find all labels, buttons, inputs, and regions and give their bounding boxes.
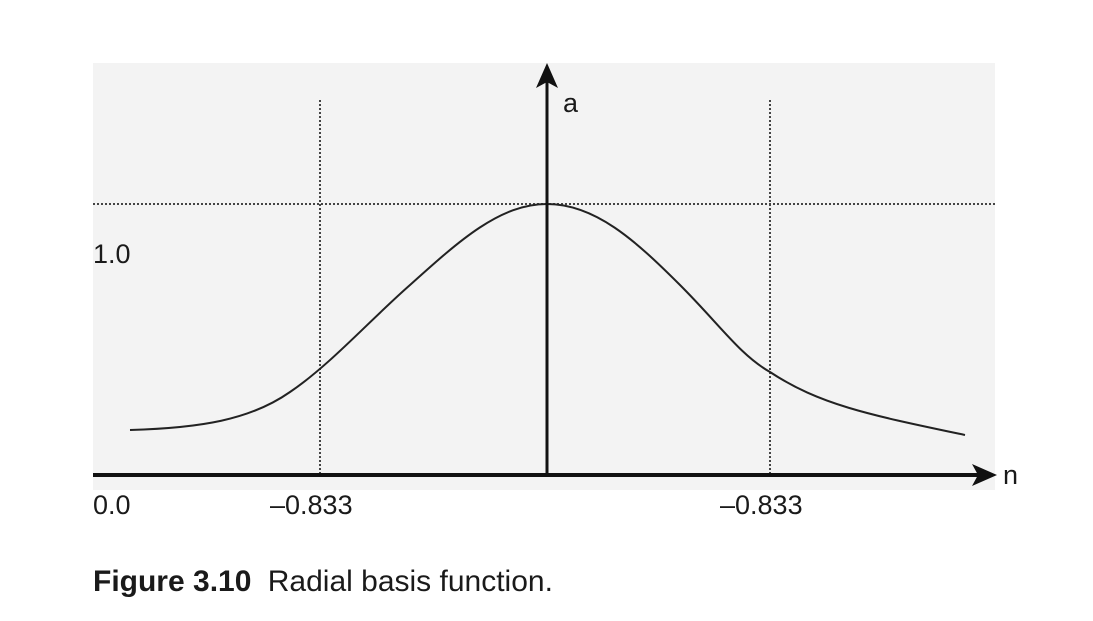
x-axis-label: n <box>1003 460 1018 490</box>
y-axis-arrow <box>536 63 558 88</box>
caption-text: Radial basis function. <box>268 565 553 598</box>
origin-label: 0.0 <box>93 490 131 520</box>
left-label: –0.833 <box>270 490 353 520</box>
caption-number: Figure 3.10 <box>93 565 251 598</box>
caption: Figure 3.10 Radial basis function. <box>93 565 553 598</box>
right-label: –0.833 <box>720 490 803 520</box>
peak-label: 1.0 <box>93 239 131 269</box>
plot-background <box>93 63 995 490</box>
x-axis-arrow <box>972 464 997 486</box>
y-axis-label: a <box>563 88 579 118</box>
